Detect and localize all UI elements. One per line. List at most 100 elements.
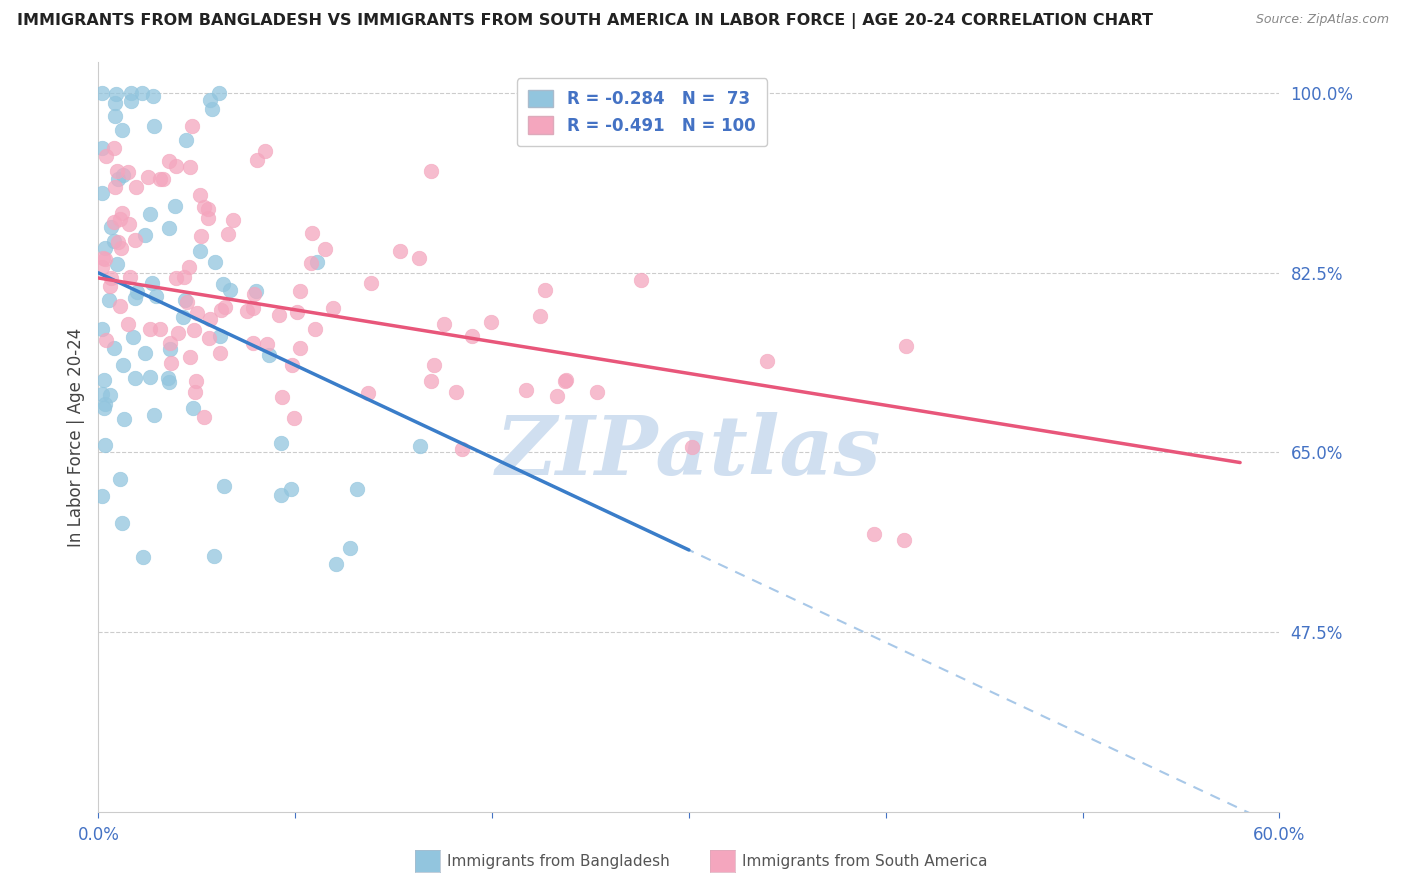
Point <box>173 269 195 284</box>
Point <box>253 145 276 159</box>
Point <box>91 322 114 336</box>
Point <box>98 293 121 307</box>
Point <box>280 483 302 497</box>
Point <box>193 409 215 424</box>
Point <box>270 390 292 404</box>
Point <box>93 373 115 387</box>
Point <box>301 226 323 240</box>
Point <box>112 412 135 426</box>
Point <box>299 256 322 270</box>
Point <box>529 309 551 323</box>
Point <box>894 339 917 353</box>
Point <box>105 164 128 178</box>
Point <box>198 331 221 345</box>
Point <box>184 374 207 388</box>
Point <box>120 270 142 285</box>
Point <box>408 251 430 265</box>
Point <box>103 140 125 154</box>
Text: ZIPatlas: ZIPatlas <box>496 412 882 492</box>
Point <box>212 479 235 493</box>
Point <box>165 199 187 213</box>
Point <box>152 172 174 186</box>
Point <box>181 119 204 133</box>
Point <box>546 388 568 402</box>
Point <box>122 330 145 344</box>
Text: IMMIGRANTS FROM BANGLADESH VS IMMIGRANTS FROM SOUTH AMERICA IN LABOR FORCE | AGE: IMMIGRANTS FROM BANGLADESH VS IMMIGRANTS… <box>17 13 1153 29</box>
Legend: R = -0.284   N =  73, R = -0.491   N = 100: R = -0.284 N = 73, R = -0.491 N = 100 <box>516 78 766 146</box>
Point <box>142 88 165 103</box>
Point <box>208 346 231 360</box>
Point <box>198 311 221 326</box>
Point <box>94 241 117 255</box>
Point <box>104 96 127 111</box>
Point <box>197 211 219 225</box>
Point <box>134 346 156 360</box>
Point <box>105 257 128 271</box>
Point <box>108 212 131 227</box>
Point <box>136 170 159 185</box>
Point <box>304 322 326 336</box>
Point <box>322 301 344 315</box>
Point <box>145 289 167 303</box>
Point <box>166 270 188 285</box>
Point <box>190 228 212 243</box>
Point <box>127 285 149 299</box>
Point <box>110 241 132 255</box>
Point <box>120 94 142 108</box>
Point <box>756 354 779 368</box>
Point <box>325 557 347 571</box>
Point <box>142 119 165 133</box>
Point <box>159 335 181 350</box>
Point <box>94 397 117 411</box>
Point <box>222 213 245 227</box>
Text: Immigrants from Bangladesh: Immigrants from Bangladesh <box>447 855 669 869</box>
Point <box>134 228 156 243</box>
Point <box>197 202 219 216</box>
Point <box>202 549 225 564</box>
Point <box>108 472 131 486</box>
Point <box>179 350 201 364</box>
Point <box>104 109 127 123</box>
Point <box>125 179 148 194</box>
Point <box>208 87 231 101</box>
Point <box>103 215 125 229</box>
Point <box>94 149 117 163</box>
Point <box>270 488 292 502</box>
Point <box>236 303 259 318</box>
Point <box>188 187 211 202</box>
Point <box>174 133 197 147</box>
Point <box>419 164 441 178</box>
Point <box>131 87 153 101</box>
Point <box>630 273 652 287</box>
Point <box>257 348 280 362</box>
Point <box>91 387 114 401</box>
Point <box>422 358 444 372</box>
Point <box>107 235 129 249</box>
Point <box>314 242 336 256</box>
Point <box>117 317 139 331</box>
Point <box>179 160 201 174</box>
Point <box>94 333 117 347</box>
Point <box>554 374 576 388</box>
Point <box>118 217 141 231</box>
Point <box>339 541 361 555</box>
Point <box>107 172 129 186</box>
Point <box>209 302 232 317</box>
Point <box>461 329 484 343</box>
Point <box>124 233 146 247</box>
Point <box>111 516 134 531</box>
Point <box>177 260 200 274</box>
Point <box>208 329 231 343</box>
Point <box>91 87 114 101</box>
Point <box>281 359 304 373</box>
Point <box>288 284 311 298</box>
Point <box>91 260 114 274</box>
Point <box>159 342 181 356</box>
Point <box>242 335 264 350</box>
Point <box>188 244 211 258</box>
Point <box>181 401 204 415</box>
Point <box>217 227 239 241</box>
Point <box>111 358 134 372</box>
Point <box>103 234 125 248</box>
Point <box>157 220 180 235</box>
